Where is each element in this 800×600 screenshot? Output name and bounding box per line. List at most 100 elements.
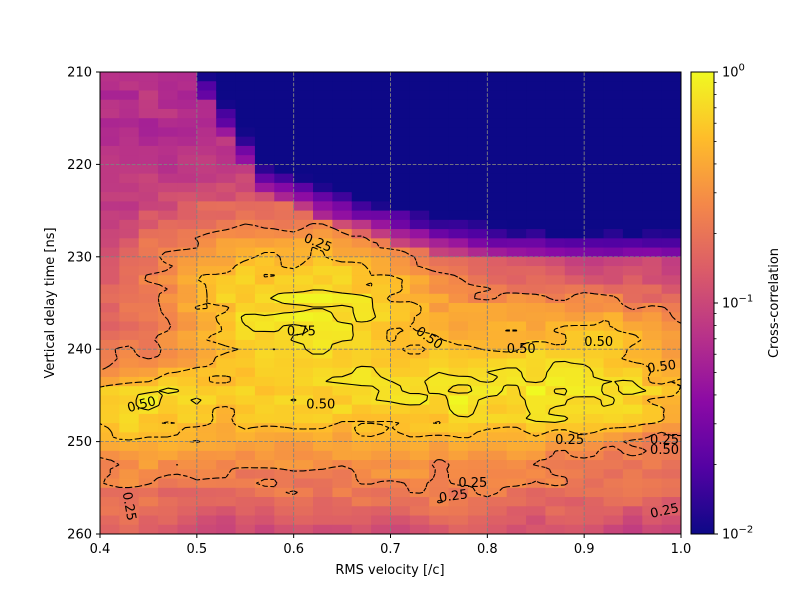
heatmap-cell <box>661 99 681 110</box>
heatmap-cell <box>371 441 392 452</box>
heatmap-cell <box>429 238 450 249</box>
heatmap-cell <box>216 312 237 323</box>
heatmap-cell <box>506 432 527 443</box>
heatmap-cell <box>254 506 275 517</box>
heatmap-cell <box>487 321 508 332</box>
heatmap-cell <box>196 330 217 341</box>
heatmap-cell <box>487 497 508 507</box>
heatmap-cell <box>409 266 430 276</box>
heatmap-cell <box>390 367 411 378</box>
heatmap-cell <box>371 173 392 184</box>
heatmap-cell <box>429 210 450 221</box>
y-tick-label: 240 <box>67 343 92 358</box>
heatmap-cell <box>216 358 237 369</box>
heatmap-cell <box>661 404 681 415</box>
heatmap-cell <box>409 127 430 138</box>
heatmap-cell <box>138 275 159 286</box>
heatmap-cell <box>467 182 488 193</box>
heatmap-cell <box>506 450 527 461</box>
heatmap-cell <box>216 108 237 119</box>
heatmap-cell <box>177 238 198 249</box>
heatmap-cell <box>332 219 353 230</box>
contour-line-0-25 <box>100 222 681 504</box>
heatmap-cell <box>661 72 681 82</box>
heatmap-cell <box>235 339 256 350</box>
heatmap-cell <box>293 478 314 489</box>
heatmap-cell <box>158 108 179 119</box>
heatmap-cell <box>158 201 179 212</box>
heatmap-cell <box>371 330 392 341</box>
heatmap-cell <box>371 182 392 193</box>
heatmap-cell <box>138 90 159 101</box>
heatmap-cell <box>216 275 237 286</box>
heatmap-cell <box>487 330 508 341</box>
heatmap-cell <box>506 238 527 249</box>
heatmap-cell <box>158 386 179 396</box>
heatmap-cell <box>100 192 120 202</box>
heatmap-cell <box>409 506 430 517</box>
heatmap-cell <box>603 432 624 443</box>
heatmap-cell <box>487 118 508 129</box>
heatmap-cell <box>274 256 295 267</box>
heatmap-cell <box>448 229 469 239</box>
heatmap-cell <box>119 275 140 286</box>
heatmap-cell <box>177 478 198 489</box>
heatmap-cell <box>313 256 333 267</box>
heatmap-cell <box>177 413 198 424</box>
heatmap-cell <box>254 293 275 304</box>
heatmap-cell <box>351 90 372 101</box>
heatmap-cell <box>564 441 585 452</box>
heatmap-cell <box>661 164 681 175</box>
heatmap-cell <box>196 487 217 498</box>
heatmap-cell <box>274 229 295 239</box>
heatmap-cell <box>177 312 198 323</box>
heatmap-cell <box>119 164 140 175</box>
heatmap-cell <box>158 155 179 165</box>
heatmap-cell <box>642 219 663 230</box>
heatmap-cell <box>545 524 566 534</box>
heatmap-cell <box>448 155 469 165</box>
heatmap-cell <box>216 201 237 212</box>
heatmap-cell <box>584 524 605 534</box>
heatmap-cell <box>177 90 198 101</box>
heatmap-cell <box>564 432 585 443</box>
heatmap-cell <box>526 413 547 424</box>
heatmap-cell <box>409 275 430 286</box>
heatmap-cell <box>177 192 198 202</box>
heatmap-cell <box>429 164 450 175</box>
heatmap-cell <box>545 275 566 286</box>
heatmap-cell <box>429 404 450 415</box>
heatmap-cell <box>235 404 256 415</box>
heatmap-cell <box>274 201 295 212</box>
heatmap-cell <box>506 210 527 221</box>
heatmap-cell <box>448 81 469 92</box>
heatmap-cell <box>235 376 256 387</box>
heatmap-cell <box>390 256 411 267</box>
heatmap-cell <box>390 108 411 119</box>
heatmap-cell <box>390 118 411 129</box>
heatmap-cell <box>235 182 256 193</box>
heatmap-cell <box>661 487 681 498</box>
y-tick-label: 220 <box>67 158 92 173</box>
heatmap-cell <box>506 247 527 258</box>
heatmap-cell <box>100 229 120 239</box>
heatmap-cell <box>177 441 198 452</box>
heatmap-cell <box>332 404 353 415</box>
heatmap-cell <box>622 293 643 304</box>
heatmap-cell <box>603 155 624 165</box>
heatmap-cell <box>254 90 275 101</box>
heatmap-cell <box>390 303 411 313</box>
heatmap-cell <box>390 173 411 184</box>
heatmap-cell <box>622 423 643 433</box>
x-tick-label: 0.9 <box>574 542 595 557</box>
heatmap-cell <box>545 238 566 249</box>
heatmap-cell <box>448 90 469 101</box>
heatmap-cell <box>564 229 585 239</box>
heatmap-cell <box>564 164 585 175</box>
heatmap-cell <box>526 395 547 406</box>
heatmap-cell <box>235 201 256 212</box>
heatmap-cell <box>274 99 295 110</box>
heatmap-cell <box>526 256 547 267</box>
heatmap-cell <box>119 238 140 249</box>
heatmap-cell <box>545 506 566 517</box>
